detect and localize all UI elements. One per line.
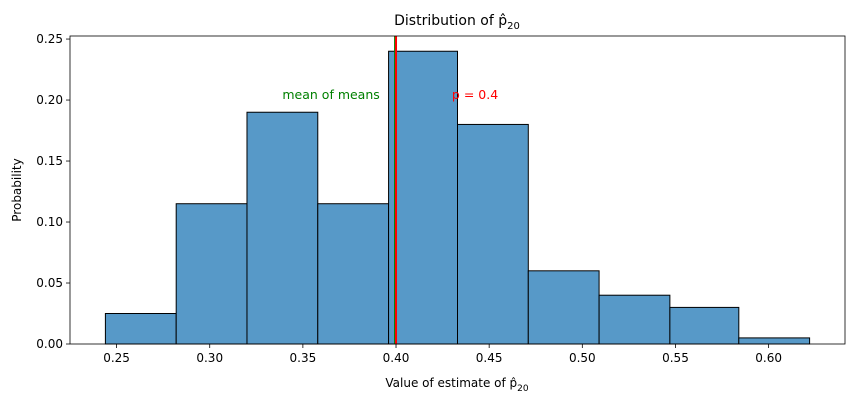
y-axis-title: Probability bbox=[10, 158, 24, 221]
histogram-bar-2 bbox=[246, 111, 319, 345]
x-tick-label-1: 0.30 bbox=[196, 351, 223, 365]
x-axis-title: Value of estimate of p̂20 bbox=[385, 376, 528, 394]
x-tick-label-3: 0.40 bbox=[383, 351, 410, 365]
histogram-bar-8 bbox=[669, 306, 740, 345]
x-tick-label-0: 0.25 bbox=[103, 351, 130, 365]
histogram-bar-7 bbox=[598, 294, 671, 345]
reference-label-1: p = 0.4 bbox=[452, 87, 498, 102]
histogram-bar-9 bbox=[738, 337, 811, 345]
y-tick-label-2: 0.10 bbox=[36, 215, 63, 229]
x-tick-label-5: 0.50 bbox=[569, 351, 596, 365]
annotations-group: mean of means p = 0.4 bbox=[282, 87, 498, 102]
bars-group bbox=[104, 50, 811, 345]
y-tick-label-0: 0.00 bbox=[36, 337, 63, 351]
histogram-bar-4 bbox=[388, 50, 458, 345]
x-tick-label-7: 0.60 bbox=[755, 351, 782, 365]
y-tick-label-4: 0.20 bbox=[36, 93, 63, 107]
histogram-bar-6 bbox=[527, 270, 600, 345]
histogram-bar-3 bbox=[317, 203, 390, 345]
histogram-bar-1 bbox=[175, 203, 248, 345]
y-tick-label-3: 0.15 bbox=[36, 154, 63, 168]
reference-label-0: mean of means bbox=[282, 87, 379, 102]
y-tick-label-1: 0.05 bbox=[36, 276, 63, 290]
chart-title: Distribution of p̂20 bbox=[394, 13, 520, 32]
histogram-bar-0 bbox=[104, 313, 177, 345]
reference-lines-group bbox=[394, 36, 398, 344]
plot-frame bbox=[69, 35, 846, 345]
x-axis: 0.25 0.30 0.35 0.40 0.45 0.50 0.55 0.60 bbox=[103, 344, 782, 365]
y-tick-label-5: 0.25 bbox=[36, 32, 63, 46]
x-tick-label-6: 0.55 bbox=[662, 351, 689, 365]
histogram-bar-5 bbox=[457, 123, 529, 345]
x-tick-label-2: 0.35 bbox=[290, 351, 317, 365]
y-axis: 0.00 0.05 0.10 0.15 0.20 0.25 bbox=[36, 32, 70, 351]
x-tick-label-4: 0.45 bbox=[476, 351, 503, 365]
